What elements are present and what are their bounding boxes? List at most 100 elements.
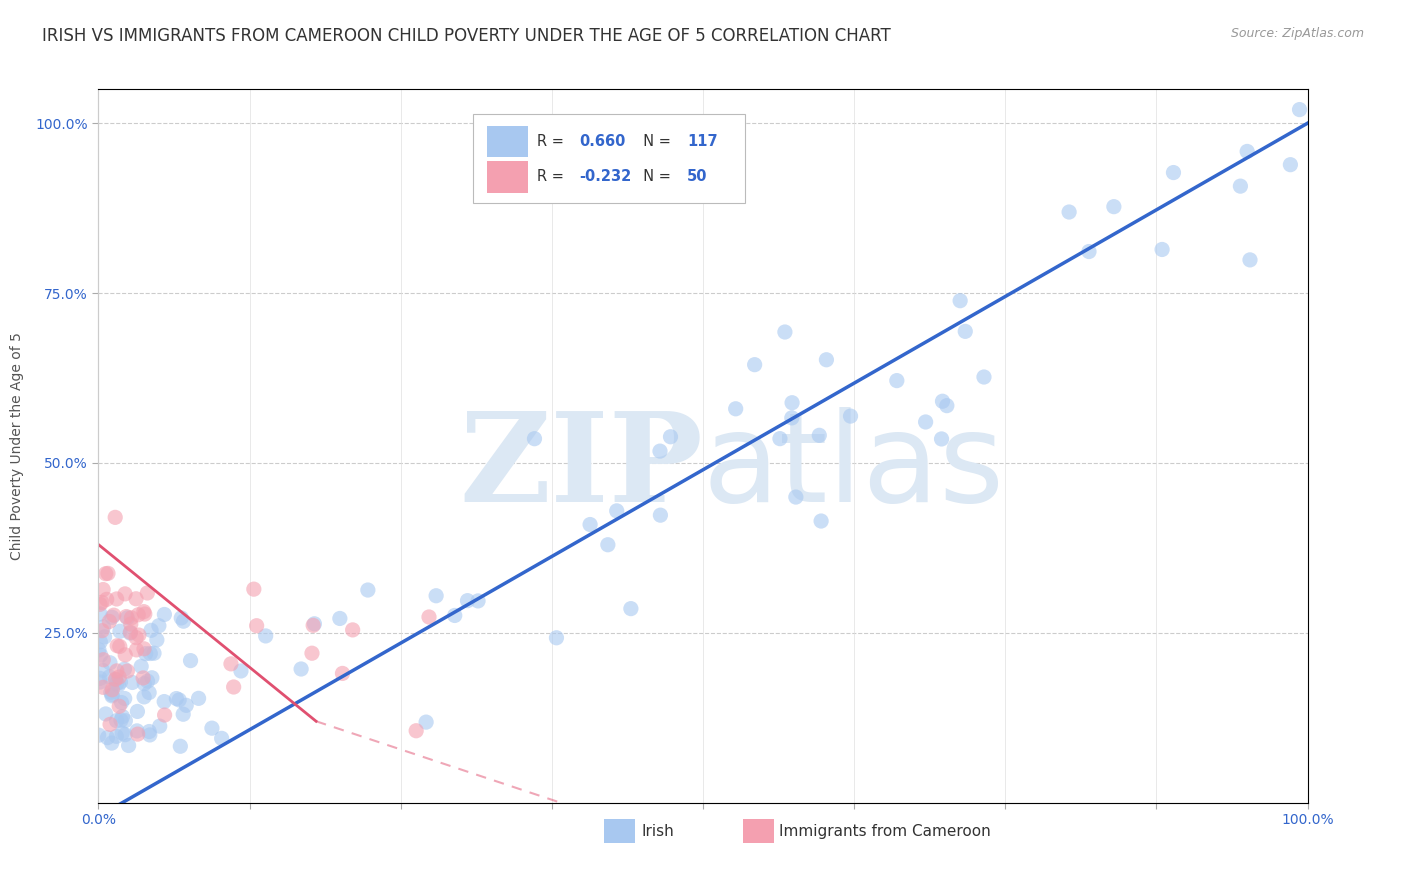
Point — [149, 719, 172, 733]
Point — [153, 695, 176, 709]
Point — [108, 624, 131, 639]
Point — [135, 647, 157, 661]
FancyBboxPatch shape — [474, 114, 745, 203]
Text: 117: 117 — [688, 134, 718, 149]
Point — [973, 370, 995, 384]
Point — [114, 587, 136, 601]
Point — [98, 656, 121, 670]
Point — [108, 699, 131, 714]
Point — [115, 609, 138, 624]
Point — [219, 657, 242, 671]
Text: Irish: Irish — [641, 824, 673, 838]
Point — [127, 607, 149, 622]
Text: IRISH VS IMMIGRANTS FROM CAMEROON CHILD POVERTY UNDER THE AGE OF 5 CORRELATION C: IRISH VS IMMIGRANTS FROM CAMEROON CHILD … — [42, 27, 891, 45]
Point — [89, 597, 111, 611]
Point — [111, 709, 134, 723]
Point — [146, 632, 169, 647]
Point — [132, 641, 155, 656]
Point — [117, 611, 139, 625]
Point — [94, 706, 117, 721]
Point — [172, 707, 194, 722]
Point — [143, 646, 166, 660]
Point — [229, 664, 252, 678]
Point — [98, 717, 121, 731]
Text: Source: ZipAtlas.com: Source: ZipAtlas.com — [1230, 27, 1364, 40]
Point — [105, 729, 128, 743]
Point — [103, 608, 125, 623]
Point — [101, 682, 124, 697]
Point — [769, 432, 792, 446]
Point — [1163, 165, 1185, 179]
Text: -0.232: -0.232 — [579, 169, 631, 185]
Point — [724, 401, 747, 416]
Text: R =: R = — [537, 169, 569, 185]
Point — [357, 582, 380, 597]
Point — [648, 444, 671, 458]
Point — [620, 601, 643, 615]
Point — [111, 726, 134, 740]
Point — [125, 643, 148, 657]
Point — [405, 723, 427, 738]
Point — [96, 731, 118, 745]
Point — [91, 582, 114, 597]
Point — [304, 616, 326, 631]
Point — [187, 691, 209, 706]
Point — [596, 538, 619, 552]
Point — [89, 675, 111, 690]
Point — [105, 664, 128, 678]
Point — [121, 675, 143, 690]
Point — [935, 399, 957, 413]
Point — [167, 693, 190, 707]
Point — [90, 595, 112, 609]
Point — [290, 662, 312, 676]
Point — [110, 714, 132, 728]
Point — [949, 293, 972, 308]
Point — [659, 430, 682, 444]
Point — [93, 630, 115, 644]
Point — [329, 611, 352, 625]
Point — [105, 714, 128, 728]
Point — [114, 728, 136, 742]
Point — [546, 631, 568, 645]
Point — [125, 591, 148, 606]
Point — [114, 648, 136, 662]
Point — [780, 410, 803, 425]
Point — [89, 635, 111, 649]
Point — [415, 715, 437, 730]
Point — [105, 639, 128, 653]
Point — [579, 517, 602, 532]
Point — [91, 624, 114, 638]
Point — [139, 728, 162, 742]
Point — [98, 670, 121, 684]
Point — [165, 691, 187, 706]
Point — [101, 688, 124, 702]
Text: atlas: atlas — [703, 407, 1005, 528]
Point — [89, 672, 111, 686]
Text: 0.660: 0.660 — [579, 134, 626, 149]
Point — [174, 698, 197, 713]
Point — [117, 664, 139, 678]
Y-axis label: Child Poverty Under the Age of 5: Child Poverty Under the Age of 5 — [10, 332, 24, 560]
Point — [457, 593, 479, 607]
Point — [425, 589, 447, 603]
Point — [606, 504, 628, 518]
Point — [91, 681, 114, 695]
Point — [222, 680, 245, 694]
Point — [132, 690, 155, 704]
Point — [153, 607, 176, 622]
Point — [955, 324, 977, 338]
Point — [117, 739, 139, 753]
Point — [173, 614, 195, 628]
Point — [94, 566, 117, 581]
Point — [108, 640, 131, 654]
Point — [139, 647, 162, 661]
Point — [136, 674, 159, 689]
Point — [110, 696, 132, 710]
Point — [90, 648, 112, 662]
Point — [170, 611, 193, 625]
Point — [931, 394, 953, 409]
Point — [153, 708, 176, 723]
Point — [141, 671, 163, 685]
Point — [148, 618, 170, 632]
Point — [89, 607, 111, 621]
